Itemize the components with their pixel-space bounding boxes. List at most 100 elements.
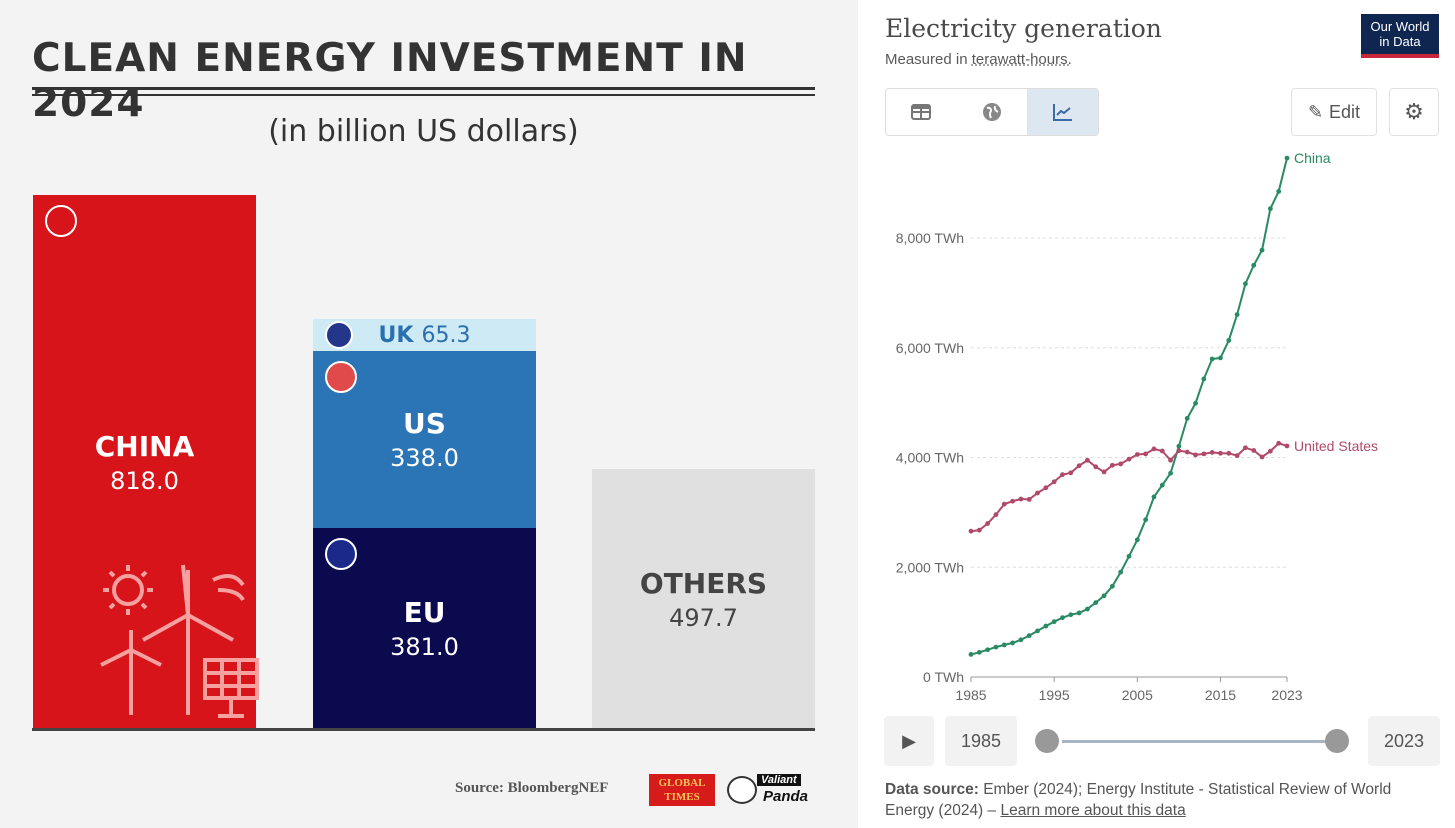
- data-point: [1051, 479, 1057, 485]
- data-point: [1126, 456, 1132, 462]
- data-point: [1085, 606, 1090, 612]
- data-point: [1276, 440, 1282, 446]
- play-button[interactable]: ▶: [884, 716, 934, 766]
- learn-more-link[interactable]: Learn more about this data: [1000, 802, 1186, 819]
- data-point: [1026, 633, 1032, 639]
- owid-logo[interactable]: Our World in Data: [1361, 14, 1439, 58]
- infographic-subtitle: (in billion US dollars): [268, 114, 579, 149]
- data-point: [1043, 485, 1049, 491]
- data-point: [1026, 496, 1032, 502]
- data-point: [1101, 469, 1107, 475]
- data-point: [1143, 517, 1149, 523]
- data-point: [1001, 642, 1007, 648]
- flag-icon-china: [45, 205, 77, 237]
- timeline-start-handle[interactable]: [1035, 729, 1059, 753]
- timeline-end-handle[interactable]: [1325, 729, 1349, 753]
- data-point: [1209, 449, 1215, 455]
- chart-title: Electricity generation: [885, 14, 1162, 43]
- bar-china: CHINA 818.0: [33, 195, 259, 729]
- data-point: [1134, 452, 1140, 457]
- y-tick-label: 0 TWh: [923, 669, 964, 685]
- data-point: [1001, 501, 1007, 507]
- bar-value: 381.0: [390, 632, 459, 661]
- end-year-button[interactable]: 2023: [1368, 716, 1440, 766]
- data-point: [1251, 448, 1257, 453]
- data-point: [1234, 453, 1240, 459]
- data-point: [1060, 472, 1065, 478]
- global-times-logo: GLOBAL TIMES: [649, 774, 715, 806]
- data-point: [968, 652, 974, 657]
- data-point: [1043, 623, 1049, 629]
- edit-button[interactable]: ✎ Edit: [1291, 88, 1377, 136]
- title-rule: [32, 94, 815, 96]
- table-icon: [911, 104, 932, 120]
- data-point: [1051, 619, 1057, 625]
- series-label: China: [1294, 150, 1331, 166]
- clean-energy-infographic: CLEAN ENERGY INVESTMENT IN 2024 (in bill…: [0, 0, 858, 828]
- series-line-united-states: [970, 442, 1288, 533]
- view-tabs: [885, 88, 1099, 136]
- owid-chart-panel: Electricity generation Measured in teraw…: [858, 0, 1455, 828]
- subtitle-text: Measured in: [885, 51, 972, 68]
- settings-button[interactable]: ⚙: [1389, 88, 1439, 136]
- y-tick-label: 4,000 TWh: [896, 450, 964, 466]
- data-point: [1226, 450, 1232, 456]
- play-icon: ▶: [902, 730, 916, 751]
- line-chart-icon: [1052, 104, 1072, 121]
- data-point: [1276, 189, 1282, 194]
- baseline: [32, 728, 815, 731]
- data-source: Data source: Ember (2024); Energy Instit…: [885, 779, 1425, 821]
- data-point: [1184, 415, 1190, 421]
- data-point: [1035, 628, 1040, 634]
- bar-others: OTHERS 497.7: [592, 469, 815, 729]
- data-point: [1284, 443, 1290, 449]
- source-text: Ember (2024); Energy Institute - Statist…: [885, 781, 1392, 819]
- x-tick-label: 1995: [1039, 687, 1070, 703]
- x-tick-label: 2015: [1205, 687, 1236, 703]
- data-point: [1251, 262, 1257, 268]
- data-point: [1151, 446, 1157, 452]
- y-tick-label: 6,000 TWh: [896, 340, 964, 356]
- series-line-china: [970, 157, 1288, 656]
- data-point: [1093, 464, 1099, 470]
- data-point: [1168, 470, 1173, 476]
- data-point: [1234, 312, 1240, 318]
- data-point: [1209, 356, 1215, 362]
- valiant-panda-logo: Valiant Panda: [727, 772, 813, 808]
- data-point: [1118, 461, 1124, 467]
- data-point: [993, 512, 999, 518]
- data-point: [1218, 450, 1223, 456]
- data-point: [1168, 457, 1173, 463]
- unit-link[interactable]: terawatt-hours.: [971, 51, 1072, 68]
- data-point: [1076, 610, 1082, 616]
- x-tick-label: 2005: [1122, 687, 1153, 703]
- data-point: [1226, 338, 1232, 343]
- data-point: [1126, 553, 1132, 559]
- data-point: [1159, 448, 1165, 454]
- y-tick-label: 2,000 TWh: [896, 559, 964, 575]
- flag-icon-eu: [325, 537, 357, 570]
- bar-label: OTHERS: [639, 566, 768, 600]
- data-point: [1267, 448, 1273, 454]
- tab-map[interactable]: [957, 89, 1028, 135]
- data-point: [1109, 462, 1115, 468]
- renewable-energy-icon: [100, 564, 259, 718]
- data-point: [1109, 583, 1115, 589]
- data-point: [1218, 355, 1223, 361]
- data-point: [1143, 451, 1149, 457]
- data-point: [1134, 537, 1140, 543]
- data-point: [1159, 482, 1165, 488]
- timeline-track[interactable]: [1062, 740, 1338, 743]
- tab-chart[interactable]: [1027, 89, 1099, 135]
- y-tick-label: 8,000 TWh: [896, 230, 964, 246]
- data-point: [985, 521, 991, 526]
- data-point: [1284, 155, 1290, 161]
- tab-table[interactable]: [886, 89, 957, 135]
- bar-eu: EU 381.0: [313, 527, 536, 729]
- data-point: [968, 528, 974, 534]
- data-point: [1035, 490, 1040, 496]
- data-point: [993, 644, 999, 650]
- data-point: [985, 647, 991, 653]
- start-year-button[interactable]: 1985: [945, 716, 1017, 766]
- data-point: [1010, 498, 1015, 504]
